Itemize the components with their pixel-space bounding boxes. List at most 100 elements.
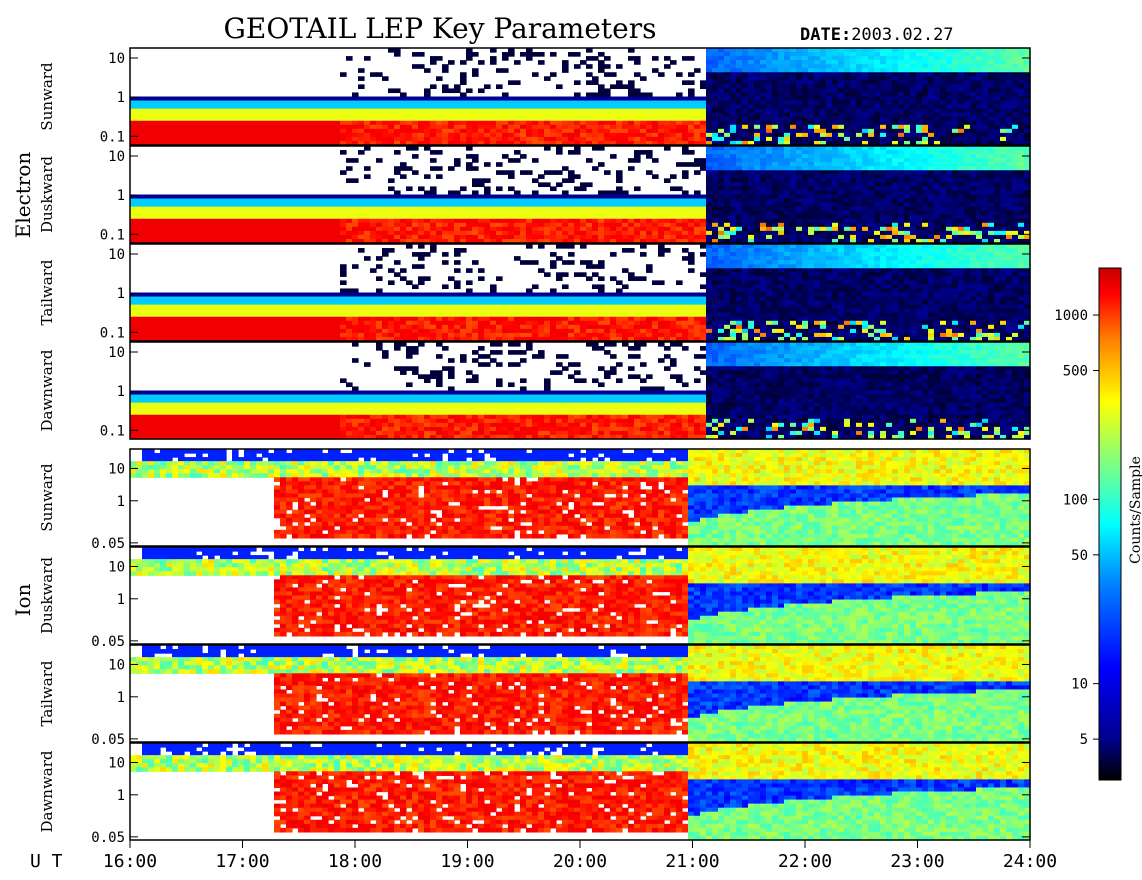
spectrogram-cell-611 [418,218,425,224]
spectrogram-cell-2494 [1000,124,1007,130]
spectrogram-cell-620 [424,128,431,134]
spectrogram-cell-1192 [658,206,665,212]
spectrogram-cell-450 [352,158,359,163]
spectrogram-cell-1809 [832,72,839,77]
spectrogram-cell-2145 [916,72,923,77]
spectrogram-cell-541 [394,48,401,53]
spectrogram-cell-951 [556,226,563,232]
spectrogram-cell-1305 [700,238,707,244]
spectrogram-cell-918 [550,100,557,106]
spectrogram-cell-671 [442,222,449,228]
spectrogram-cell-2021 [880,222,887,228]
spectrogram-cell-2297 [952,104,959,110]
spectrogram-cell-708 [460,120,467,126]
spectrogram-cell-2023 [880,230,887,236]
spectrogram-cell-402 [328,214,335,220]
spectrogram-cell-738 [472,182,479,188]
spectrogram-cell-2369 [970,104,977,110]
spectrogram-cell-1267 [688,124,695,130]
spectrogram-cell-1466 [742,210,749,216]
spectrogram-cell-1041 [592,230,599,236]
spectrogram-cell-615 [418,234,425,240]
spectrogram-cell-337 [298,194,305,200]
spectrogram-cell-44 [148,124,155,130]
spectrogram-cell-1409 [730,174,737,179]
spectrogram-cell-1120 [628,198,635,204]
spectrogram-cell-2583 [1024,96,1031,102]
spectrogram-cell-1388 [724,116,731,122]
spectrogram-cell-475 [358,234,365,240]
spectrogram-cell-1842 [838,108,845,114]
spectrogram-cell-1112 [628,56,635,61]
spectrogram-cell-418 [334,230,341,236]
spectrogram-cell-2242 [940,146,947,151]
spectrogram-cell-709 [460,124,467,130]
spectrogram-cell-2113 [904,206,911,212]
spectrogram-cell-2561 [1018,104,1025,110]
spectrogram-cell-619 [424,124,431,130]
spectrogram-cell-1292 [700,116,707,122]
spectrogram-cell-65 [160,112,167,118]
spectrogram-cell-1520 [754,234,761,240]
spectrogram-cell-723 [466,198,473,204]
spectrogram-cell-2086 [898,124,905,130]
spectrogram-cell-2269 [946,88,953,94]
spectrogram-cell-1134 [634,96,641,102]
spectrogram-cell-1133 [634,92,641,98]
spectrogram-cell-847 [514,214,521,220]
spectrogram-cell-183 [220,202,227,208]
spectrogram-cell-245 [250,210,257,216]
spectrogram-cell-427 [340,116,347,122]
spectrogram-cell-519 [382,202,389,208]
spectrogram-cell-1458 [742,108,749,114]
spectrogram-cell-1561 [766,206,773,212]
spectrogram-cell-690 [454,158,461,163]
spectrogram-cell-1623 [784,96,791,102]
spectrogram-cell-944 [556,198,563,204]
spectrogram-cell-1506 [754,108,761,114]
spectrogram-cell-2036 [886,186,893,192]
spectrogram-cell-837 [514,108,521,114]
spectrogram-cell-527 [382,234,389,240]
spectrogram-cell-424 [340,104,347,110]
spectrogram-cell-1127 [628,226,635,232]
spectrogram-cell-1428 [736,84,743,90]
spectrogram-cell-1590 [772,226,779,232]
spectrogram-cell-322 [286,230,293,236]
spectrogram-cell-2115 [904,214,911,220]
spectrogram-cell-1290 [700,108,707,114]
spectrogram-cell-1342 [712,124,719,130]
spectrogram-cell-2513 [1006,104,1013,110]
spectrogram-cell-1718 [808,162,815,167]
spectrogram-cell-755 [478,128,485,134]
spectrogram-cell-491 [370,104,377,110]
spectrogram-cell-473 [358,226,365,232]
spectrogram-cell-1615 [778,230,785,236]
spectrogram-cell-1577 [772,174,779,179]
spectrogram-cell-1540 [760,218,767,224]
spectrogram-cell-2273 [946,104,953,110]
spectrogram-cell-1251 [682,128,689,134]
spectrogram-cell-669 [448,60,455,65]
spectrogram-cell-1530 [760,108,767,114]
spectrogram-cell-2349 [964,120,971,126]
spectrogram-cell-646 [430,230,437,236]
spectrogram-cell-604 [418,124,425,130]
spectrogram-cell-2049 [892,72,899,77]
spectrogram-cell-430 [340,128,347,134]
spectrogram-cell-1629 [784,190,791,196]
panel-label: Sunward [38,62,56,131]
spectrogram-cell-283 [268,218,275,224]
spectrogram-cell-2066 [892,140,899,146]
spectrogram-cell-1398 [724,226,731,232]
spectrogram-cell-761 [478,222,485,228]
spectrogram-cell-276 [262,238,269,244]
spectrogram-cell-936 [556,120,563,126]
spectrogram-cell-2380 [976,52,983,57]
spectrogram-cell-1714 [808,146,815,151]
spectrogram-cell-1544 [760,234,767,240]
spectrogram-cell-1838 [838,162,845,167]
spectrogram-cell-1402 [730,146,737,151]
spectrogram-cell-119 [184,234,191,240]
spectrogram-cell-2457 [994,72,1001,77]
